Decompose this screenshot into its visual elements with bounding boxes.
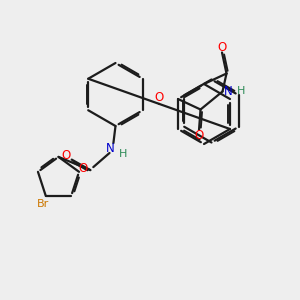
Text: O: O [61,148,70,162]
Text: O: O [154,91,164,104]
Text: N: N [106,142,115,155]
Text: Br: Br [37,200,49,209]
Text: O: O [194,129,204,142]
Text: O: O [78,162,87,175]
Text: H: H [119,149,128,159]
Text: N: N [224,85,232,98]
Text: O: O [218,40,226,54]
Text: H: H [237,86,245,97]
